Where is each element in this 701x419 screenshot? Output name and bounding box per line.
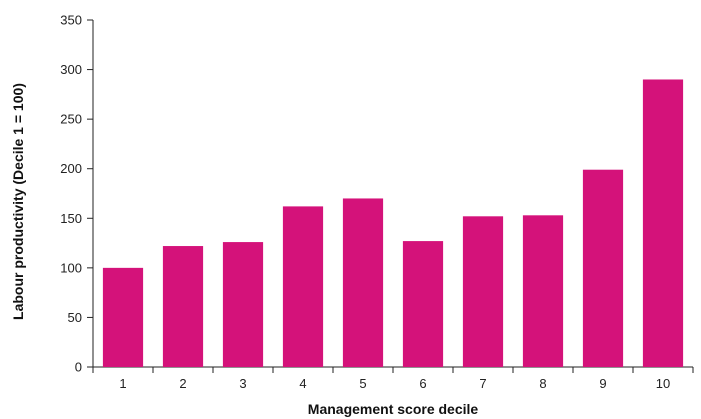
bar-decile-4 — [282, 206, 324, 367]
x-tick-label: 8 — [539, 376, 546, 391]
x-tick-label: 1 — [119, 376, 126, 391]
y-tick-label: 300 — [60, 62, 82, 77]
bar-decile-2 — [162, 246, 204, 367]
bar-decile-8 — [522, 215, 564, 367]
x-tick-label: 2 — [179, 376, 186, 391]
y-axis-title: Labour productivity (Decile 1 = 100) — [10, 83, 26, 320]
bars — [102, 79, 684, 367]
x-tick-label: 7 — [479, 376, 486, 391]
x-tick-label: 5 — [359, 376, 366, 391]
x-tick-label: 3 — [239, 376, 246, 391]
bar-decile-9 — [582, 169, 624, 367]
y-tick-label: 350 — [60, 13, 82, 28]
bar-decile-3 — [222, 242, 264, 367]
y-tick-label: 100 — [60, 260, 82, 275]
y-tick-label: 0 — [75, 360, 82, 375]
y-tick-label: 150 — [60, 211, 82, 226]
bar-decile-1 — [102, 267, 144, 367]
x-tick-label: 4 — [299, 376, 306, 391]
bar-decile-6 — [402, 241, 444, 367]
y-tick-label: 250 — [60, 112, 82, 127]
x-tick-label: 9 — [599, 376, 606, 391]
x-axis-title: Management score decile — [308, 401, 479, 417]
y-axis: 0 50 100 150 200 250 300 350 — [60, 13, 94, 375]
x-tick-label: 6 — [419, 376, 426, 391]
x-axis: 1 2 3 4 5 6 7 8 9 10 — [92, 366, 694, 391]
bar-decile-5 — [342, 198, 384, 367]
x-tick-label: 10 — [656, 376, 670, 391]
y-tick-label: 50 — [68, 310, 82, 325]
y-tick-label: 200 — [60, 161, 82, 176]
bar-decile-7 — [462, 216, 504, 367]
bar-decile-10 — [642, 79, 684, 367]
